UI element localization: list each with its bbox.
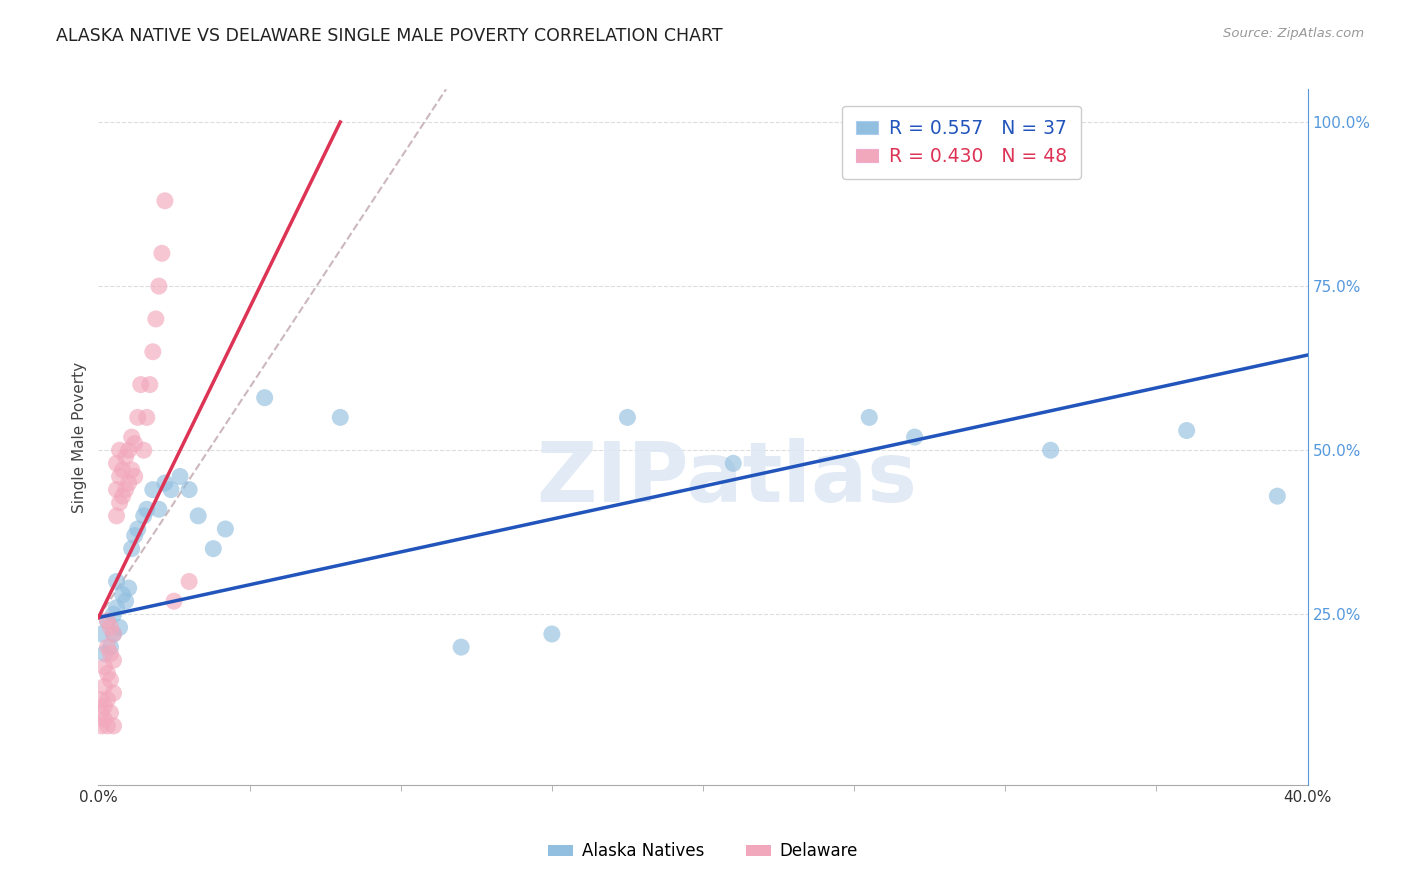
Point xyxy=(121,430,143,444)
Point xyxy=(153,476,176,491)
Point xyxy=(103,719,125,733)
Point xyxy=(103,653,125,667)
Point xyxy=(90,692,112,706)
Point xyxy=(100,647,122,661)
Point xyxy=(124,436,146,450)
Point xyxy=(96,614,118,628)
Point xyxy=(121,463,143,477)
Point xyxy=(450,640,472,654)
Point xyxy=(96,640,118,654)
Point xyxy=(148,502,170,516)
Point xyxy=(169,469,191,483)
Point xyxy=(858,410,880,425)
Point xyxy=(142,344,165,359)
Point xyxy=(616,410,638,425)
Point xyxy=(1039,443,1062,458)
Point xyxy=(214,522,236,536)
Point xyxy=(108,469,131,483)
Point xyxy=(904,430,927,444)
Point xyxy=(100,673,122,687)
Point xyxy=(105,483,128,497)
Point xyxy=(253,391,276,405)
Point xyxy=(108,620,131,634)
Point xyxy=(132,508,155,523)
Point xyxy=(129,377,152,392)
Point xyxy=(105,600,128,615)
Point xyxy=(108,443,131,458)
Point xyxy=(103,686,125,700)
Point xyxy=(153,194,176,208)
Point xyxy=(96,719,118,733)
Point xyxy=(103,627,125,641)
Point xyxy=(1175,424,1198,438)
Point xyxy=(93,712,115,726)
Point xyxy=(150,246,173,260)
Point xyxy=(135,410,157,425)
Point xyxy=(114,483,136,497)
Text: Source: ZipAtlas.com: Source: ZipAtlas.com xyxy=(1223,27,1364,40)
Point xyxy=(1267,489,1289,503)
Point xyxy=(103,607,125,622)
Point xyxy=(111,588,134,602)
Point xyxy=(124,528,146,542)
Point xyxy=(100,706,122,720)
Point xyxy=(114,450,136,464)
Point xyxy=(121,541,143,556)
Point xyxy=(111,489,134,503)
Legend: Alaska Natives, Delaware: Alaska Natives, Delaware xyxy=(541,836,865,867)
Point xyxy=(148,279,170,293)
Point xyxy=(96,666,118,681)
Point xyxy=(118,476,141,491)
Point xyxy=(96,692,118,706)
Point xyxy=(118,443,141,458)
Point xyxy=(93,647,115,661)
Point xyxy=(142,483,165,497)
Point xyxy=(103,627,125,641)
Point xyxy=(93,699,115,714)
Point xyxy=(114,594,136,608)
Point xyxy=(90,627,112,641)
Point xyxy=(93,680,115,694)
Point xyxy=(100,620,122,634)
Point xyxy=(135,502,157,516)
Point xyxy=(329,410,352,425)
Point xyxy=(108,496,131,510)
Point xyxy=(160,483,183,497)
Point xyxy=(145,312,167,326)
Point xyxy=(723,456,745,470)
Point xyxy=(179,483,201,497)
Point xyxy=(105,456,128,470)
Point xyxy=(132,443,155,458)
Point xyxy=(96,614,118,628)
Point xyxy=(111,463,134,477)
Point xyxy=(163,594,186,608)
Text: ZIPatlas: ZIPatlas xyxy=(537,438,918,519)
Point xyxy=(139,377,162,392)
Point xyxy=(105,574,128,589)
Y-axis label: Single Male Poverty: Single Male Poverty xyxy=(72,361,87,513)
Point xyxy=(202,541,225,556)
Point xyxy=(118,581,141,595)
Point xyxy=(90,706,112,720)
Point xyxy=(179,574,201,589)
Point xyxy=(105,508,128,523)
Point xyxy=(93,660,115,674)
Point xyxy=(100,640,122,654)
Text: ALASKA NATIVE VS DELAWARE SINGLE MALE POVERTY CORRELATION CHART: ALASKA NATIVE VS DELAWARE SINGLE MALE PO… xyxy=(56,27,723,45)
Point xyxy=(187,508,209,523)
Point xyxy=(127,410,149,425)
Point xyxy=(540,627,562,641)
Point xyxy=(124,469,146,483)
Point xyxy=(90,719,112,733)
Point xyxy=(127,522,149,536)
